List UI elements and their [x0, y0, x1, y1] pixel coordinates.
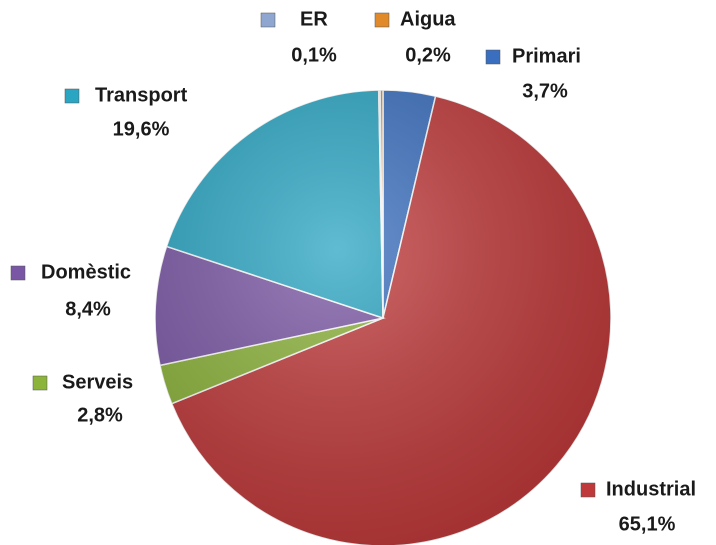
category-label: Industrial: [606, 478, 696, 500]
value-label: 0,2%: [405, 44, 451, 66]
value-label: 8,4%: [65, 298, 111, 320]
value-label: 0,1%: [291, 44, 337, 66]
value-label: 65,1%: [619, 513, 676, 535]
category-label: Primari: [512, 45, 581, 67]
legend-marker: [10, 265, 26, 281]
legend-marker: [485, 49, 501, 65]
value-label: 3,7%: [522, 80, 568, 102]
value-label: 2,8%: [77, 404, 123, 426]
category-label: Aigua: [400, 8, 456, 30]
legend-marker: [260, 12, 276, 28]
category-label: Serveis: [62, 371, 133, 393]
legend-marker: [32, 375, 48, 391]
legend-marker: [64, 88, 80, 104]
category-label: Transport: [95, 84, 188, 106]
category-label: ER: [300, 8, 328, 30]
value-label: 19,6%: [113, 118, 170, 140]
legend-marker: [580, 482, 596, 498]
category-label: Domèstic: [41, 261, 131, 283]
legend-marker: [374, 12, 390, 28]
